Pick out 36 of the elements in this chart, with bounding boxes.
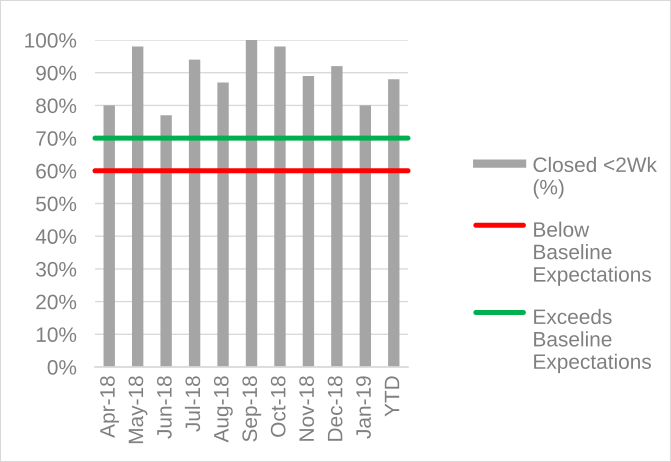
x-tick-label: Jul-18 <box>184 376 200 432</box>
x-tick-label: Aug-18 <box>214 376 233 442</box>
legend-label: Closed <2Wk (%) <box>534 156 657 199</box>
x-tick-label: Dec-18 <box>328 376 342 441</box>
legend-label: Exceeds Baseline Expectations <box>534 308 651 374</box>
x-tick-label: Apr-18 <box>100 376 119 438</box>
bar <box>274 46 286 367</box>
bar <box>188 60 200 367</box>
bar <box>331 66 343 367</box>
x-tick-label: Nov-18 <box>299 376 314 441</box>
bar <box>217 82 229 367</box>
legend-label: Below Baseline Expectations <box>534 222 651 286</box>
y-tick-label: 0% <box>48 360 76 375</box>
x-tick-label: May-18 <box>128 376 148 444</box>
y-tick-label: 100% <box>25 33 76 48</box>
bar <box>302 76 314 367</box>
y-tick-label: 90% <box>36 66 76 80</box>
bar <box>246 40 258 367</box>
y-tick-label: 10% <box>36 327 76 342</box>
x-tick-label: Sep-18 <box>242 376 262 442</box>
x-tick-label: Oct-18 <box>270 376 286 437</box>
bar <box>104 105 115 367</box>
y-tick-label: 20% <box>36 294 76 310</box>
bar <box>360 105 372 367</box>
y-tick-label: 40% <box>36 229 76 244</box>
y-tick-label: 70% <box>36 131 76 146</box>
x-tick-label: Jan-19 <box>356 376 371 439</box>
bar <box>388 79 400 367</box>
y-tick-label: 80% <box>36 98 76 114</box>
y-tick-label: 50% <box>36 196 76 212</box>
bar <box>160 115 172 367</box>
x-tick-label: YTD <box>384 376 400 417</box>
bar <box>132 46 144 367</box>
x-tick-label: Jun-18 <box>156 376 172 439</box>
y-tick-label: 30% <box>36 262 76 277</box>
y-tick-label: 60% <box>36 164 76 179</box>
